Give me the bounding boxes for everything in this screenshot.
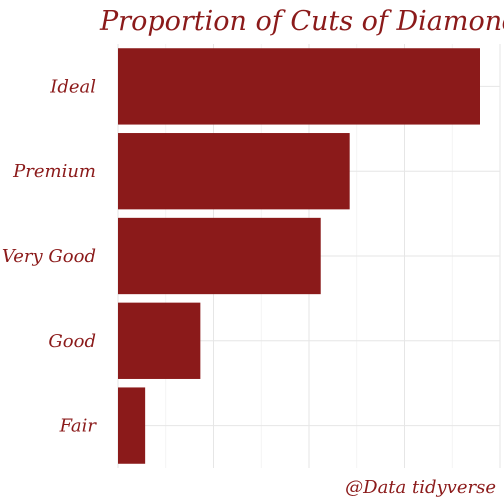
bar-very-good [118, 217, 321, 295]
category-label: Premium [12, 161, 96, 182]
category-label: Good [48, 331, 96, 352]
category-labels: Ideal Premium Very Good Good Fair [2, 76, 97, 436]
bar-premium [118, 133, 350, 210]
category-label: Fair [59, 416, 98, 437]
bar-ideal [118, 48, 480, 125]
bar-good [118, 302, 201, 379]
chart-caption: @Data tidyverse [345, 477, 496, 498]
chart-title: Proportion of Cuts of Diamonds [99, 6, 504, 37]
category-label: Ideal [49, 76, 96, 97]
bar-fair [118, 387, 146, 464]
category-label: Very Good [2, 246, 96, 267]
bars-group [118, 48, 480, 464]
